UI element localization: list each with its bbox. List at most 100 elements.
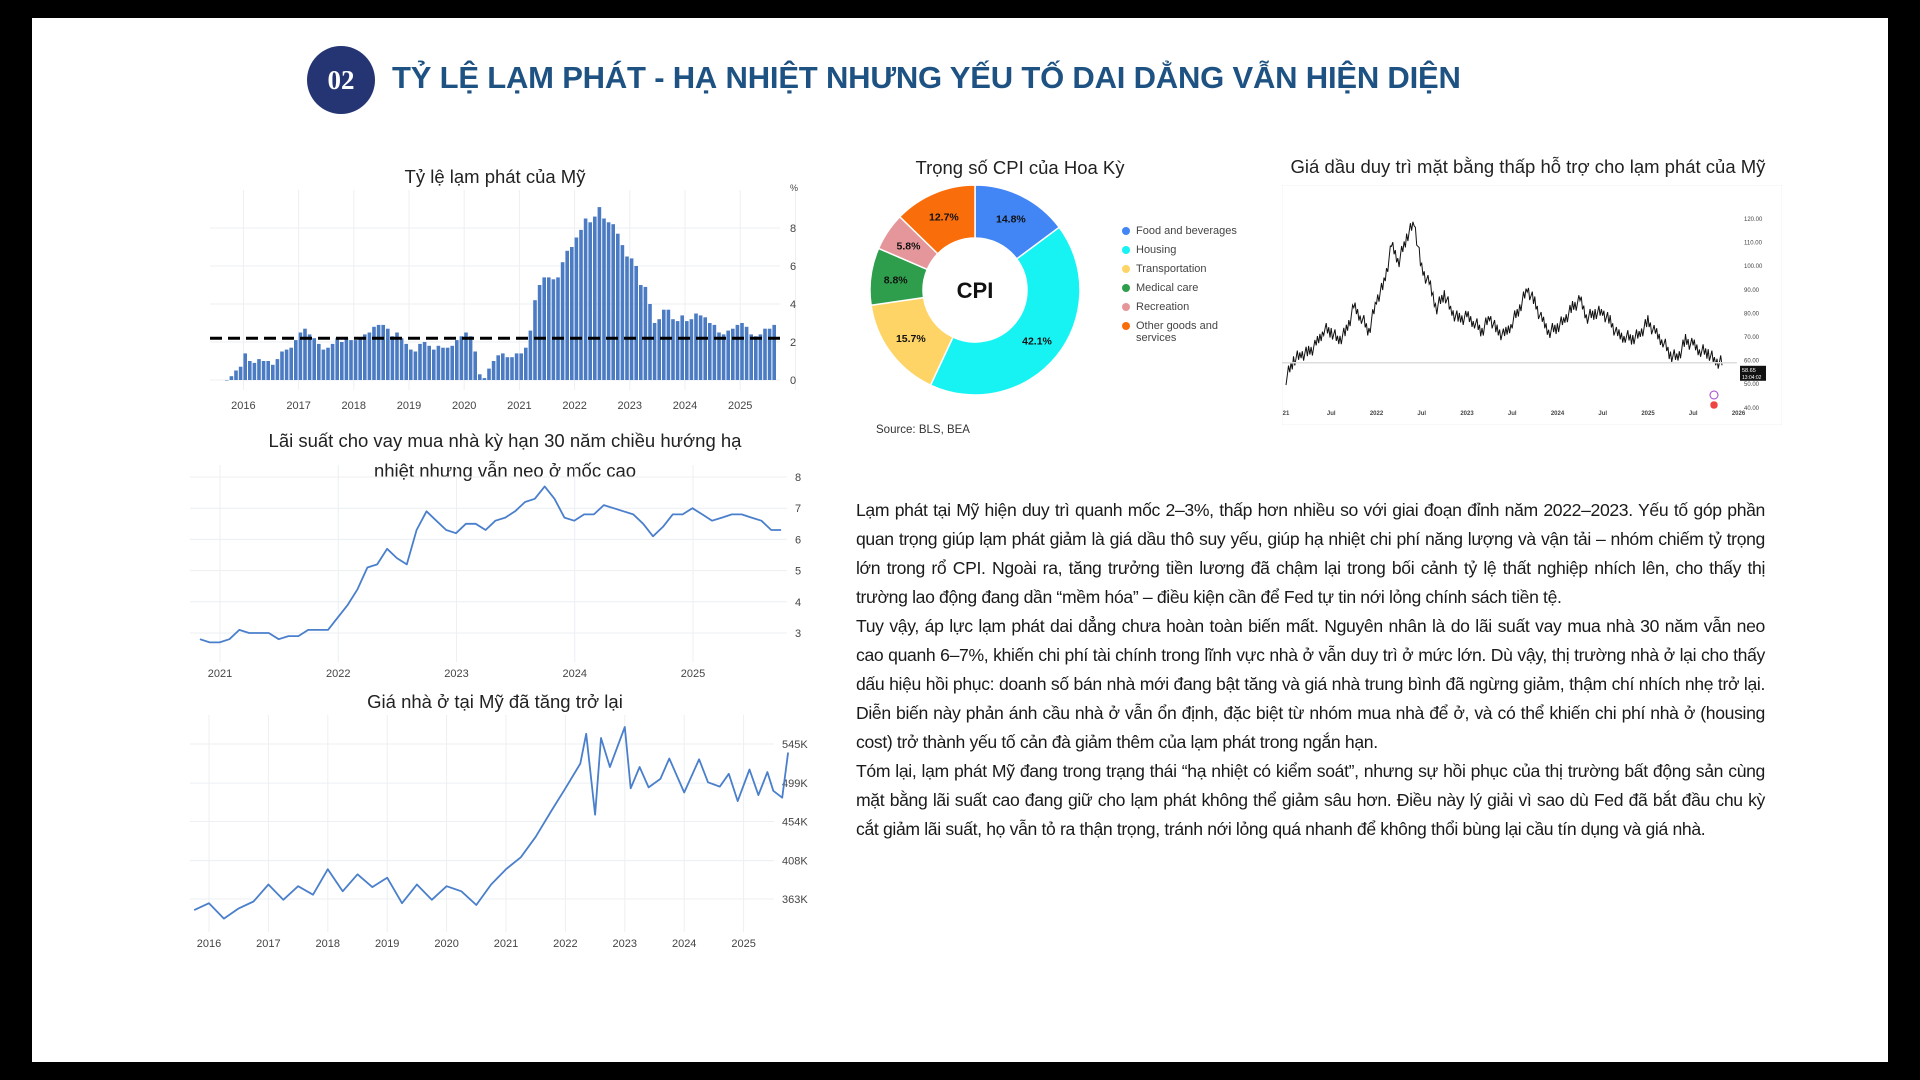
oil-price-chart: 120.00 110.00 100.00 90.00 80.00 70.00 60.00 50…	[1282, 185, 1782, 425]
mortgage-rate-line	[199, 485, 782, 644]
legend-item: Recreation	[1122, 301, 1242, 313]
x-tick-label: 2023	[1460, 411, 1474, 417]
inflation-chart-title: Tỷ lệ lạm phát của Mỹ	[404, 166, 586, 187]
inflation-bar	[616, 233, 620, 380]
inflation-bar	[528, 330, 533, 380]
inflation-bar	[685, 321, 689, 380]
inflation-bar	[735, 324, 740, 380]
y-tick-label: 50.00	[1744, 382, 1760, 388]
inflation-bar	[468, 336, 473, 380]
inflation-bar	[340, 342, 344, 380]
inflation-bar	[317, 343, 321, 380]
y-tick-label: 100.00	[1744, 264, 1763, 270]
inflation-bar	[491, 361, 496, 380]
mortgage-chart-title-line1: Lãi suất cho vay mua nhà kỳ hạn 30 năm c…	[268, 430, 742, 451]
y-tick-label: 6	[790, 261, 796, 273]
x-tick-label: 2020	[452, 400, 476, 412]
inflation-bar	[657, 319, 661, 380]
mortgage-chart-title-line2: nhiệt nhưng vẫn neo ở mốc cao	[373, 460, 637, 481]
x-tick-label: Jul	[1689, 411, 1698, 417]
inflation-bar	[579, 229, 583, 380]
inflation-bar	[450, 345, 454, 380]
inflation-bar	[399, 338, 404, 380]
legend-label: Transportation	[1136, 263, 1207, 275]
legend-dot-icon	[1122, 246, 1130, 254]
inflation-bar	[376, 324, 381, 380]
inflation-bar	[427, 345, 431, 380]
x-tick-label: 2026	[1732, 411, 1746, 417]
inflation-bar	[740, 323, 744, 380]
x-tick-label: 2017	[286, 400, 310, 412]
x-tick-label: 2019	[397, 400, 421, 412]
inflation-bar	[261, 361, 266, 380]
inflation-bar	[432, 349, 436, 380]
inflation-bar	[721, 334, 726, 380]
inflation-bar	[395, 332, 399, 380]
inflation-bar	[482, 378, 487, 380]
inflation-bar	[662, 309, 666, 380]
inflation-bar	[514, 353, 519, 380]
inflation-bar	[602, 218, 606, 380]
slice-label: 8.8%	[884, 275, 909, 287]
inflation-bar	[749, 334, 753, 380]
inflation-bar	[312, 338, 316, 380]
x-tick-label: 2022	[1370, 411, 1384, 417]
inflation-bar	[717, 332, 721, 380]
inflation-bar	[703, 317, 707, 380]
inflation-bar	[422, 342, 427, 380]
y-tick-label: 0	[790, 375, 796, 387]
y-tick-label: 40.00	[1744, 406, 1760, 412]
inflation-bar	[524, 347, 528, 380]
inflation-bar	[606, 222, 611, 380]
legend-label: Housing	[1136, 244, 1177, 256]
inflation-bar	[634, 266, 638, 380]
y-tick-label: 80.00	[1744, 311, 1760, 317]
y-tick-label: 408K	[782, 856, 808, 868]
inflation-bar	[551, 279, 556, 380]
legend-dot-icon	[1122, 227, 1130, 235]
event-marker-icon	[1709, 390, 1719, 400]
inflation-bar	[252, 362, 257, 380]
x-tick-label: 2022	[326, 668, 350, 680]
inflation-bar	[372, 326, 376, 380]
inflation-bar	[772, 324, 776, 380]
inflation-bar	[620, 245, 625, 380]
inflation-bar	[266, 361, 270, 380]
inflation-bar	[455, 340, 459, 380]
inflation-bar	[307, 334, 312, 380]
slice-label: 15.7%	[896, 333, 926, 345]
inflation-bar	[533, 300, 537, 380]
legend-item: Transportation	[1122, 263, 1242, 275]
inflation-bar	[680, 315, 684, 380]
inflation-bar	[712, 324, 717, 380]
x-tick-label: 2024	[563, 668, 587, 680]
inflation-bar	[326, 347, 330, 380]
inflation-bar	[643, 286, 648, 380]
legend-dot-icon	[1122, 265, 1130, 273]
inflation-bar	[418, 343, 422, 380]
inflation-bar	[629, 258, 634, 380]
inflation-bar-chart: 0 2 4 6 8% 2016 2017 2018 2019 2020 2021 2022 2023 20…	[210, 183, 798, 412]
legend-label: Other goods and services	[1136, 320, 1218, 344]
inflation-bar	[708, 323, 712, 380]
inflation-bar	[731, 328, 735, 380]
inflation-bar	[588, 222, 592, 380]
inflation-bar	[298, 332, 303, 380]
inflation-bar	[565, 250, 569, 380]
inflation-bar	[542, 277, 546, 380]
slice-label: 42.1%	[1022, 336, 1052, 348]
y-tick-label: 4	[790, 299, 796, 311]
inflation-bar	[560, 262, 565, 380]
inflation-bar	[570, 247, 574, 380]
y-tick-label: 60.00	[1744, 359, 1760, 365]
inflation-bar	[445, 347, 450, 380]
x-tick-label: 2016	[197, 938, 221, 950]
x-tick-label: 2022	[562, 400, 586, 412]
x-tick-label: 21	[1283, 411, 1290, 417]
paragraph-2: Tuy vậy, áp lực lạm phát dai dẳng chưa h…	[856, 616, 1765, 752]
body-text: Lạm phát tại Mỹ hiện duy trì quanh mốc 2…	[856, 496, 1765, 844]
inflation-bar	[537, 285, 542, 380]
inflation-bar	[758, 334, 763, 380]
inflation-bar	[556, 277, 560, 380]
y-tick-label: 3	[795, 628, 801, 640]
